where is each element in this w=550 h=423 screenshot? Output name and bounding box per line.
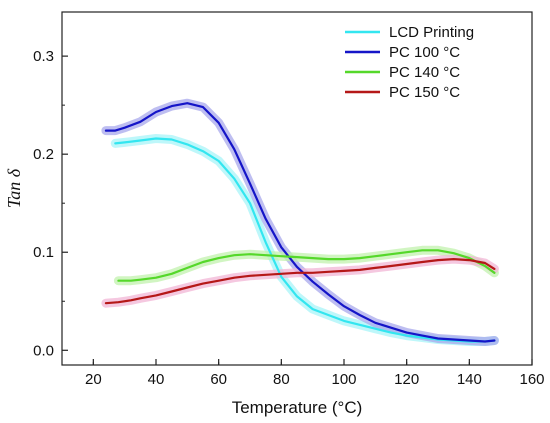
plot-frame	[61, 11, 533, 366]
x-axis-title: Temperature (°C)	[232, 398, 363, 417]
x-tick-label: 80	[273, 371, 290, 388]
x-axis: 20 40 60 80 100 120 140 160	[85, 359, 545, 388]
x-tick-label: 100	[331, 371, 356, 388]
legend-label-3: PC 150 °C	[389, 84, 460, 101]
y-tick-label: 0.2	[33, 146, 54, 163]
x-tick-label: 120	[394, 371, 419, 388]
series-band-0	[110, 134, 499, 346]
y-tick-label: 0.1	[33, 244, 54, 261]
series-line-0	[114, 137, 496, 343]
y-tick-label: 0.0	[33, 342, 54, 359]
x-tick-label: 140	[457, 371, 482, 388]
series-line-3	[104, 258, 496, 305]
legend-label-2: PC 140 °C	[389, 64, 460, 81]
y-axis-title: Tan δ	[4, 168, 24, 208]
legend: LCD Printing PC 100 °C PC 140 °C PC 150 °C	[345, 24, 474, 101]
x-tick-label: 20	[85, 371, 102, 388]
legend-label-1: PC 100 °C	[389, 44, 460, 61]
x-tick-label: 60	[210, 371, 227, 388]
x-tick-label: 160	[519, 371, 544, 388]
series-lines	[104, 102, 496, 343]
series-line-2	[117, 249, 496, 282]
x-tick-label: 40	[148, 371, 165, 388]
y-tick-label: 0.3	[33, 48, 54, 65]
y-axis: 0.0 0.1 0.2 0.3	[33, 48, 68, 359]
series-line-1	[104, 102, 496, 343]
legend-label-0: LCD Printing	[389, 24, 474, 41]
